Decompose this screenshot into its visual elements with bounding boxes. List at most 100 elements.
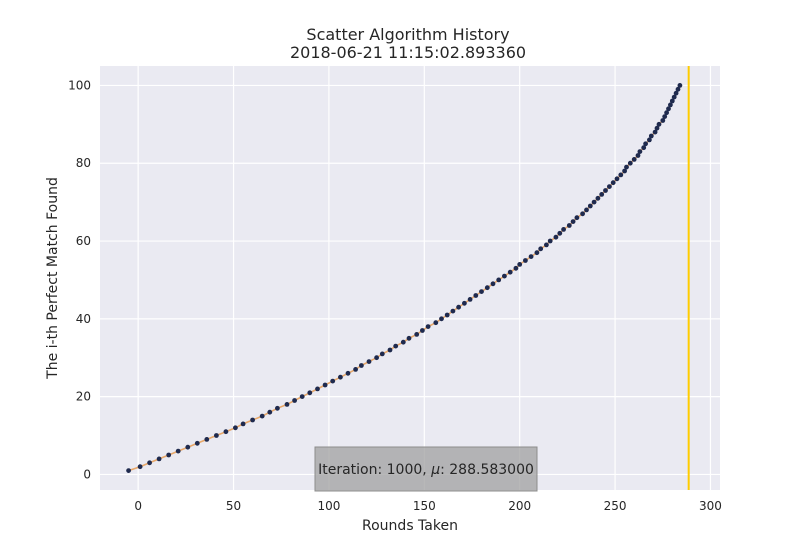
data-point (204, 437, 210, 442)
data-point (507, 269, 513, 275)
data-point (267, 409, 273, 415)
data-point (194, 440, 200, 446)
data-point (553, 234, 559, 240)
data-point (502, 273, 507, 279)
data-point (214, 433, 219, 438)
data-point (439, 316, 444, 322)
grid-lines (100, 66, 720, 490)
annotation-box (314, 446, 538, 492)
data-point (259, 413, 265, 419)
data-point (513, 265, 519, 271)
data-point (496, 277, 502, 283)
data-point (275, 405, 280, 411)
data-point (654, 125, 660, 131)
data-point (668, 102, 673, 108)
x-ticks: 0 50 100 150 200 250 300 (134, 499, 722, 513)
data-point (126, 468, 131, 473)
y-tick-label: 100 (68, 78, 91, 92)
data-point (379, 351, 385, 357)
data-point (584, 207, 589, 213)
data-point (607, 184, 612, 190)
data-point (456, 304, 461, 310)
data-point (315, 386, 320, 392)
data-point (359, 363, 364, 368)
y-tick-label: 60 (76, 234, 91, 248)
x-tick-label: 100 (317, 499, 340, 513)
annotation-text: Iteration: 1000, μ: 288.583000 (318, 462, 534, 478)
data-point (490, 281, 496, 287)
data-point (547, 238, 553, 244)
data-point (137, 464, 143, 470)
data-point (484, 285, 490, 291)
data-point (673, 90, 679, 96)
x-tick-label: 150 (413, 499, 436, 513)
x-tick-label: 50 (226, 499, 241, 513)
data-point (660, 118, 666, 123)
data-point (185, 444, 191, 450)
data-point (393, 343, 399, 349)
data-point (574, 215, 580, 221)
data-point (433, 320, 439, 326)
data-point (627, 160, 633, 166)
data-point (223, 429, 229, 435)
data-point (299, 394, 305, 399)
data-point (233, 425, 238, 431)
annotation-mu: μ (430, 462, 440, 478)
data-point (652, 129, 658, 135)
data-point (444, 312, 450, 318)
trend-line (128, 85, 681, 472)
data-point (595, 195, 601, 201)
data-point (420, 328, 425, 333)
chart-title: Scatter Algorithm History (306, 25, 509, 44)
data-point (240, 421, 246, 427)
data-point (156, 456, 162, 462)
data-point (523, 258, 528, 263)
data-point (534, 250, 540, 256)
data-point (641, 145, 647, 151)
plot-area (100, 66, 720, 490)
data-point (648, 133, 654, 139)
data-point (603, 188, 608, 193)
data-point (587, 203, 593, 209)
data-point (591, 199, 597, 205)
chart-subtitle: 2018-06-21 11:15:02.893360 (290, 43, 526, 62)
y-ticks: 0 20 40 60 80 100 (68, 78, 91, 481)
data-point (669, 98, 675, 104)
x-tick-label: 250 (604, 499, 627, 513)
data-point (374, 355, 379, 361)
data-point (599, 192, 605, 197)
data-point (175, 448, 181, 454)
data-point (614, 176, 620, 182)
trend-line-group (128, 85, 681, 472)
data-point (292, 398, 297, 403)
data-point (307, 390, 313, 396)
x-tick-label: 0 (134, 499, 142, 513)
data-point (675, 86, 681, 92)
data-point (570, 219, 576, 225)
data-point (322, 382, 328, 388)
data-point (610, 180, 616, 186)
data-point (406, 335, 412, 341)
data-point (580, 211, 585, 217)
data-point (622, 168, 627, 174)
data-point (338, 374, 343, 380)
data-point (671, 94, 677, 100)
data-point (662, 114, 668, 119)
data-point (656, 121, 662, 127)
data-point (345, 370, 351, 376)
data-point (631, 157, 637, 162)
data-point (647, 137, 652, 143)
y-tick-label: 40 (76, 312, 91, 326)
data-point (677, 83, 683, 88)
data-point (637, 149, 643, 155)
data-point (366, 359, 372, 364)
x-tick-label: 300 (699, 499, 722, 513)
data-point (284, 402, 290, 407)
data-point (635, 153, 641, 158)
data-point (528, 254, 534, 259)
data-points (126, 83, 683, 473)
data-point (414, 332, 420, 337)
data-point (544, 242, 549, 248)
data-point (166, 452, 172, 458)
y-tick-label: 80 (76, 156, 91, 170)
